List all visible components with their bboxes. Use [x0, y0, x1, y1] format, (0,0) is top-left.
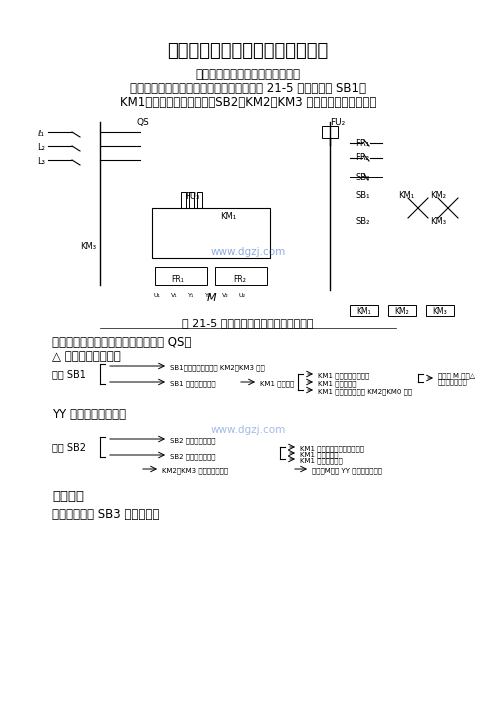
Text: SB1 常开触头后闭合: SB1 常开触头后闭合 [170, 380, 216, 388]
Text: KM₁: KM₁ [220, 212, 236, 221]
Bar [155, 267, 207, 285]
Bar [388, 305, 416, 316]
Text: 线路工作原理如下：先合上电源开关 QS。: 线路工作原理如下：先合上电源开关 QS。 [52, 336, 191, 349]
Text: KM1 联锁触头闭合: KM1 联锁触头闭合 [300, 458, 343, 464]
Text: 接触器控制双速电动机控制电路图: 接触器控制双速电动机控制电路图 [167, 42, 329, 60]
Text: FR₁: FR₁ [172, 274, 185, 284]
Text: 接触器控制双速电动机控制电路图: 接触器控制双速电动机控制电路图 [195, 68, 301, 81]
Text: KM₁: KM₁ [357, 307, 372, 317]
Text: SB₂: SB₂ [355, 218, 370, 227]
Text: 图 21-5 接触器控制双速电动机的电路图: 图 21-5 接触器控制双速电动机的电路图 [182, 318, 314, 328]
Text: FR₂: FR₂ [355, 154, 369, 162]
Text: 按下 SB2: 按下 SB2 [52, 442, 86, 452]
Text: FU₂: FU₂ [330, 118, 346, 127]
Text: M: M [207, 293, 217, 303]
Text: QS: QS [136, 118, 149, 127]
Text: FR₁: FR₁ [355, 138, 369, 147]
Bar [215, 267, 267, 285]
Text: 用按钮和接触器控制双速电动机的电路如图 21-5 所示。其中 SB1、: 用按钮和接触器控制双速电动机的电路如图 21-5 所示。其中 SB1、 [130, 82, 366, 95]
Text: U₁: U₁ [153, 293, 161, 298]
Text: www.dgzj.com: www.dgzj.com [210, 247, 286, 257]
Bar [197, 192, 202, 208]
Text: 停转时，按下 SB3 即可实现。: 停转时，按下 SB3 即可实现。 [52, 508, 159, 521]
Text: SB₁: SB₁ [355, 192, 370, 201]
Bar [181, 192, 186, 208]
Bar [322, 126, 338, 138]
Text: KM₃: KM₃ [80, 242, 96, 251]
Bar [350, 305, 378, 316]
Text: 形低速启动运转: 形低速启动运转 [438, 378, 468, 385]
Text: SB1常闭触头先分断对 KM2、KM3 联锁: SB1常闭触头先分断对 KM2、KM3 联锁 [170, 365, 265, 371]
Text: FR₂: FR₂ [234, 274, 247, 284]
Bar [152, 208, 270, 258]
Text: www.dgzj.com: www.dgzj.com [210, 425, 286, 435]
Text: KM₃: KM₃ [433, 307, 447, 317]
Text: KM1 线圈得电: KM1 线圈得电 [260, 380, 294, 388]
Text: KM1 自锁触头分断，解除自锁: KM1 自锁触头分断，解除自锁 [300, 446, 364, 452]
Text: V₂: V₂ [222, 293, 228, 298]
Text: KM₃: KM₃ [430, 218, 446, 227]
Text: △ 形低速启动运转：: △ 形低速启动运转： [52, 350, 121, 363]
Text: ℓ₁: ℓ₁ [37, 129, 44, 138]
Text: 控制原理: 控制原理 [52, 490, 84, 503]
Text: YY 形高速启动运转：: YY 形高速启动运转： [52, 408, 126, 421]
Text: Y₁: Y₁ [188, 293, 194, 298]
Text: KM1控制电动机低速运转；SB2、KM2、KM3 控制电动机高速运转。: KM1控制电动机低速运转；SB2、KM2、KM3 控制电动机高速运转。 [120, 96, 376, 109]
Text: KM₁: KM₁ [398, 192, 414, 201]
Text: KM1 线圈先分断: KM1 线圈先分断 [300, 451, 338, 458]
Text: SB2 常开触头后闭合: SB2 常开触头后闭合 [170, 453, 215, 461]
Text: 电动机 M 接成△: 电动机 M 接成△ [438, 373, 475, 379]
Text: Y₂: Y₂ [205, 293, 211, 298]
Text: 电动机M接成 YY 形高速启动运转: 电动机M接成 YY 形高速启动运转 [312, 468, 382, 475]
Bar [189, 192, 194, 208]
Text: 按下 SB1: 按下 SB1 [52, 369, 86, 379]
Text: KM1 自锁触头闭合自锁: KM1 自锁触头闭合自锁 [318, 373, 369, 379]
Text: KM1 联锁触头分断对 KM2、KM0 联锁: KM1 联锁触头分断对 KM2、KM0 联锁 [318, 389, 412, 395]
Text: L₂: L₂ [37, 143, 45, 152]
Text: U₂: U₂ [239, 293, 246, 298]
Text: KM2、KM3 自触头闭合合动: KM2、KM3 自触头闭合合动 [162, 468, 228, 475]
Text: KM1 主触头闭合: KM1 主触头闭合 [318, 380, 357, 388]
Text: V₁: V₁ [171, 293, 178, 298]
Text: KM₂: KM₂ [395, 307, 409, 317]
Bar [426, 305, 454, 316]
Text: L₃: L₃ [37, 157, 45, 166]
Text: FU₃: FU₃ [185, 192, 199, 201]
Text: SB₃: SB₃ [355, 173, 370, 182]
Text: SB2 常闭触头先分断: SB2 常闭触头先分断 [170, 437, 215, 444]
Text: KM₂: KM₂ [430, 192, 446, 201]
